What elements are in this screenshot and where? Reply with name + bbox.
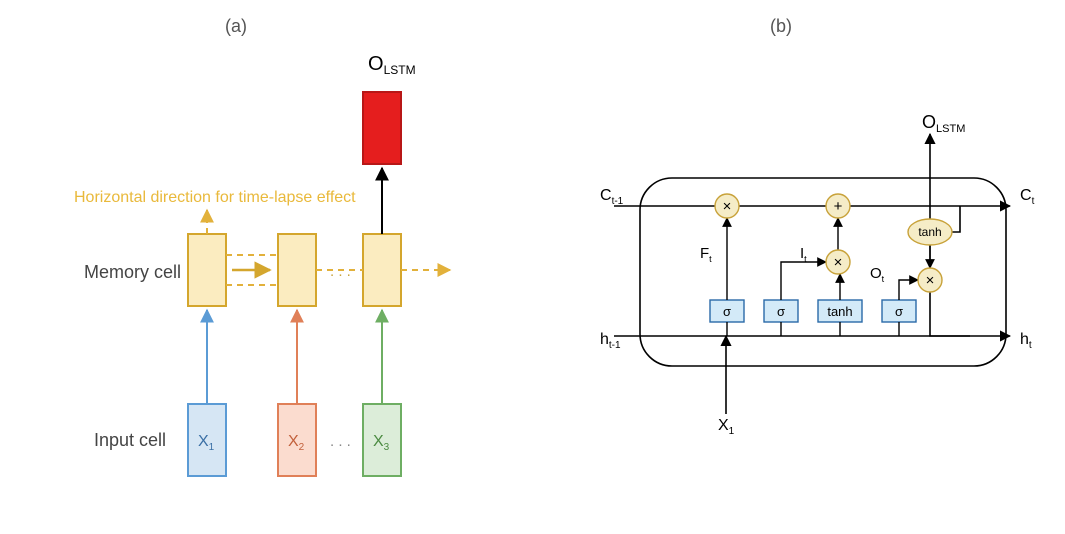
svg-text:σ: σ [895,304,903,319]
svg-text:ht-1: ht-1 [600,331,621,351]
svg-text:It: It [800,245,807,264]
svg-text:Ct: Ct [1020,187,1035,207]
svg-text:OLSTM: OLSTM [922,112,965,135]
svg-text:Input cell: Input cell [94,430,166,450]
svg-text:×: × [834,254,843,271]
svg-text:Memory cell: Memory cell [84,262,181,282]
svg-text:(a): (a) [225,16,247,36]
svg-text:σ: σ [777,304,785,319]
svg-text:×: × [926,272,935,289]
memory-cell [188,234,226,306]
svg-text:X1: X1 [718,417,735,437]
svg-text:σ: σ [723,304,731,319]
svg-text:tanh: tanh [827,304,852,319]
svg-text:. . .: . . . [330,263,351,280]
svg-text:(b): (b) [770,16,792,36]
svg-text:Ft: Ft [700,245,712,264]
svg-text:Horizontal direction for time-: Horizontal direction for time-lapse effe… [74,189,356,206]
svg-text:ht: ht [1020,331,1032,351]
memory-cell [363,234,401,306]
output-rect [363,92,401,164]
svg-text:OLSTM: OLSTM [368,53,416,77]
svg-text:tanh: tanh [918,225,941,239]
svg-text:Ct-1: Ct-1 [600,187,624,207]
svg-text:×: × [723,198,732,215]
svg-text:+: + [834,198,843,215]
svg-text:Ot: Ot [870,265,885,284]
svg-text:. . .: . . . [330,433,351,450]
memory-cell [278,234,316,306]
